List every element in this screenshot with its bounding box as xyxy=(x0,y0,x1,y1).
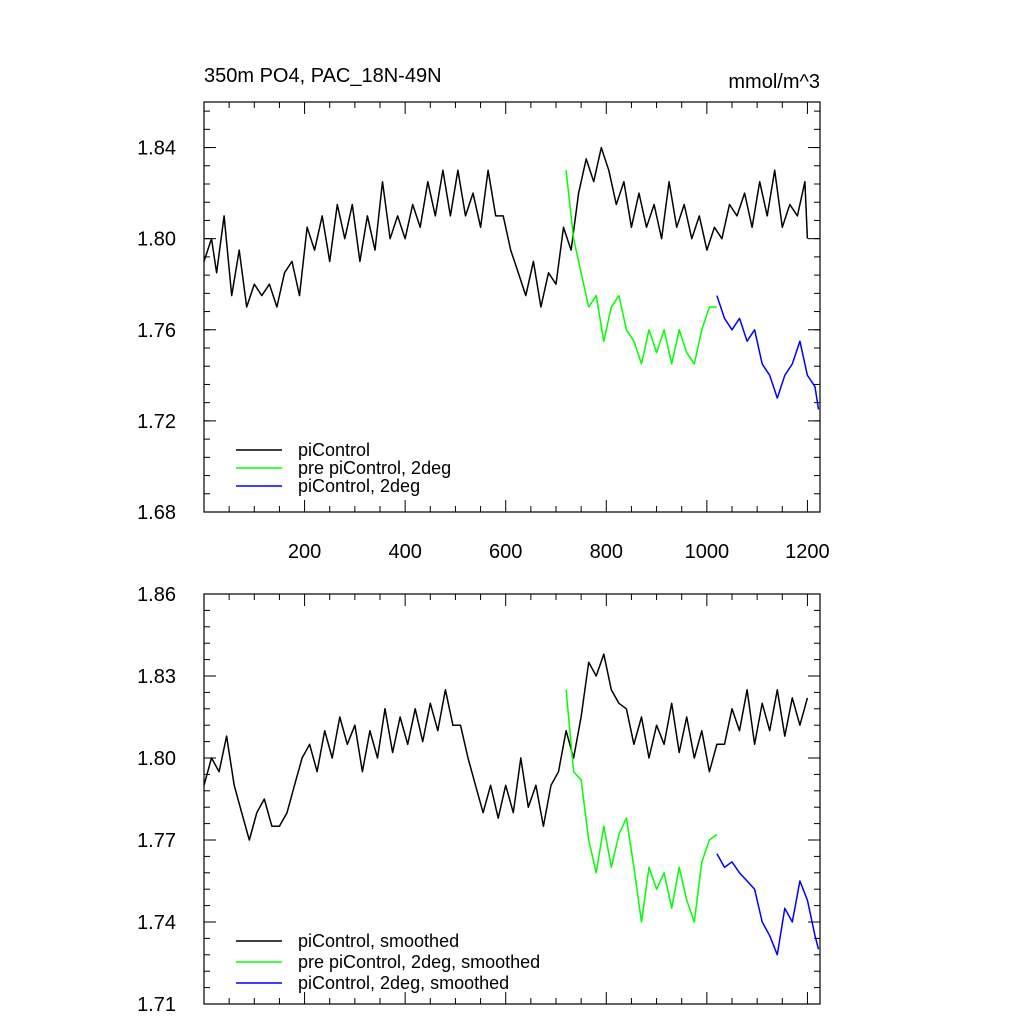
legend-label-2: piControl, 2deg xyxy=(298,476,420,496)
legend-label-0: piControl, smoothed xyxy=(298,931,459,951)
y-tick-label: 1.74 xyxy=(137,912,176,934)
top-panel-title: 350m PO4, PAC_18N-49N xyxy=(204,65,442,87)
top-panel-units: mmol/m^3 xyxy=(728,71,820,93)
legend-label-1: pre piControl, 2deg, smoothed xyxy=(298,952,540,972)
top-panel-ticks: 1.68 1.72 1.76 1.80 1.84 200 400 600 800 1000 1200 xyxy=(137,102,830,563)
y-tick-label: 1.71 xyxy=(137,994,176,1016)
series-line-0 xyxy=(203,146,809,308)
x-tick-label: 1200 xyxy=(785,541,830,563)
bottom-panel-series xyxy=(203,653,820,956)
legend-label-2: piControl, 2deg, smoothed xyxy=(298,973,509,993)
y-tick-label: 1.76 xyxy=(137,320,176,342)
y-tick-label: 1.86 xyxy=(137,584,176,606)
top-panel: 350m PO4, PAC_18N-49N mmol/m^3 1.681.721… xyxy=(137,65,830,563)
x-tick-label: 1000 xyxy=(685,541,730,563)
y-tick-label: 1.84 xyxy=(137,138,176,160)
x-tick-label: 200 xyxy=(288,541,321,563)
series-line-2 xyxy=(716,853,820,956)
x-tick-label: 600 xyxy=(489,541,522,563)
series-line-0 xyxy=(203,653,809,841)
series-line-1 xyxy=(565,170,717,365)
x-tick-label: 800 xyxy=(590,541,623,563)
bottom-panel-ticks: 1.71 1.74 1.77 1.80 1.83 1.86 xyxy=(137,584,820,1016)
series-line-1 xyxy=(565,689,718,923)
y-tick-label: 1.77 xyxy=(137,830,176,852)
legend-label-1: pre piControl, 2deg xyxy=(298,458,451,478)
y-tick-label: 1.83 xyxy=(137,666,176,688)
x-tick-label: 400 xyxy=(388,541,421,563)
y-tick-label: 1.72 xyxy=(137,411,176,433)
top-panel-frame xyxy=(203,101,821,513)
series-line-2 xyxy=(716,295,820,410)
top-panel-series xyxy=(203,146,820,410)
bottom-panel: 1.71 1.74 1.77 1.80 1.83 1.86 piControl, smoo… xyxy=(137,584,821,1016)
y-tick-label: 1.68 xyxy=(137,502,176,524)
bottom-panel-frame xyxy=(203,593,821,1005)
legend-label-0: piControl xyxy=(298,440,370,460)
y-tick-label: 1.80 xyxy=(137,229,176,251)
y-tick-label: 1.80 xyxy=(137,748,176,770)
